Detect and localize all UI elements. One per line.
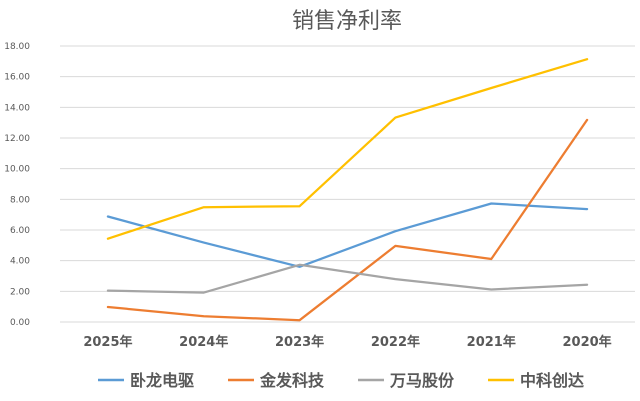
y-tick-label: 18.00 — [4, 42, 30, 52]
y-tick-label: 12.00 — [4, 134, 30, 144]
legend-label: 金发科技 — [259, 371, 325, 390]
x-tick-label: 2020年 — [562, 334, 611, 350]
series-line-3 — [106, 58, 589, 240]
y-tick-label: 8.00 — [10, 195, 30, 205]
y-axis-ticks: 0.00 2.00 4.00 6.00 8.00 10.00 12.00 14.00 16.00… — [4, 42, 30, 328]
y-tick-label: 10.00 — [4, 165, 30, 175]
x-axis-ticks: 2025年 2024年 2023年 2022年 2021年 2020年 — [83, 334, 611, 350]
x-tick-label: 2024年 — [179, 334, 228, 350]
x-tick-label: 2025年 — [83, 334, 132, 350]
series-line-1 — [106, 118, 589, 322]
y-tick-label: 0.00 — [10, 318, 30, 328]
x-tick-label: 2023年 — [275, 334, 324, 350]
legend-label: 中科创达 — [520, 371, 584, 390]
series-lines — [106, 58, 589, 322]
series-line-0 — [106, 202, 589, 268]
legend-label: 万马股份 — [389, 371, 455, 390]
y-tick-label: 6.00 — [10, 226, 30, 236]
y-tick-label: 4.00 — [10, 257, 30, 267]
x-tick-label: 2021年 — [467, 334, 516, 350]
series-line-2 — [106, 263, 589, 294]
legend-label: 卧龙电驱 — [130, 371, 194, 390]
grid — [60, 45, 635, 323]
y-tick-label: 14.00 — [4, 103, 30, 113]
x-tick-label: 2022年 — [371, 334, 420, 350]
y-tick-label: 2.00 — [10, 287, 30, 297]
y-tick-label: 16.00 — [4, 73, 30, 83]
chart-title: 销售净利率 — [292, 9, 402, 34]
legend: 卧龙电驱 金发科技 万马股份 中科创达 — [98, 371, 584, 390]
